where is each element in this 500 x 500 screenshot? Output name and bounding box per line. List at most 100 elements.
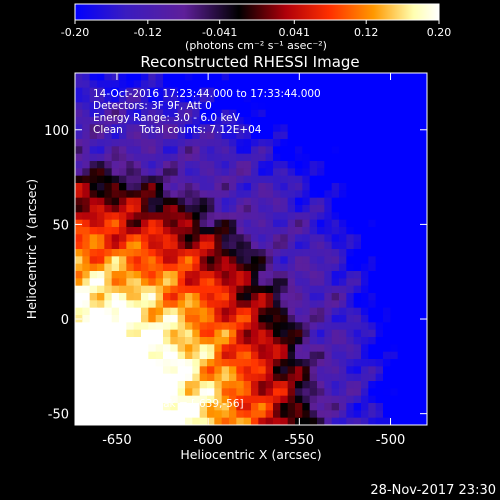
heatmap-cell xyxy=(207,403,215,411)
heatmap-cell xyxy=(163,300,171,309)
heatmap-cell xyxy=(368,153,377,162)
heatmap-cell xyxy=(163,403,171,411)
heatmap-cell xyxy=(412,388,421,397)
heatmap-cell xyxy=(243,300,252,309)
heatmap-cell xyxy=(295,205,303,213)
heatmap-cell xyxy=(346,329,355,338)
heatmap-cell xyxy=(221,263,230,272)
heatmap-cell xyxy=(287,315,296,323)
heatmap-cell xyxy=(309,175,318,184)
heatmap-cell xyxy=(251,95,259,103)
heatmap-cell xyxy=(192,285,201,294)
heatmap-cell xyxy=(368,307,377,316)
heatmap-cell xyxy=(75,124,83,133)
heatmap-cell xyxy=(243,403,252,411)
heatmap-cell xyxy=(199,395,208,404)
heatmap-cell xyxy=(148,109,157,118)
heatmap-cell xyxy=(141,337,149,345)
heatmap-cell xyxy=(104,359,113,367)
heatmap-cell xyxy=(287,212,296,221)
heatmap-cell xyxy=(141,300,149,309)
heatmap-cell xyxy=(207,373,215,382)
heatmap-cell xyxy=(148,403,157,411)
heatmap-cell xyxy=(221,131,230,140)
heatmap-cell xyxy=(214,373,223,382)
heatmap-cell xyxy=(207,381,215,389)
heatmap-cell xyxy=(331,161,340,169)
heatmap-cell xyxy=(97,366,105,375)
heatmap-cell xyxy=(383,307,391,316)
heatmap-cell xyxy=(133,205,142,213)
heatmap-cell xyxy=(280,205,289,213)
heatmap-cell xyxy=(97,175,105,184)
heatmap-cell xyxy=(155,307,164,316)
heatmap-cell xyxy=(229,161,237,169)
heatmap-cell xyxy=(309,329,318,338)
x-tick-label: -650 xyxy=(102,433,132,448)
heatmap-cell xyxy=(273,395,281,404)
heatmap-cell xyxy=(177,87,186,96)
heatmap-cell xyxy=(104,315,113,323)
heatmap-cell xyxy=(243,205,252,213)
heatmap-cell xyxy=(295,329,303,338)
heatmap-cell xyxy=(221,205,230,213)
heatmap-cell xyxy=(170,131,179,140)
heatmap-cell xyxy=(353,249,362,257)
heatmap-cell xyxy=(412,285,421,294)
heatmap-cell xyxy=(324,87,333,96)
heatmap-cell xyxy=(302,256,311,265)
heatmap-cell xyxy=(419,146,427,155)
heatmap-cell xyxy=(148,73,157,81)
heatmap-cell xyxy=(273,285,281,294)
heatmap-cell xyxy=(89,263,98,272)
heatmap-cell xyxy=(214,359,223,367)
heatmap-cell xyxy=(243,219,252,228)
heatmap-cell xyxy=(361,102,369,111)
heatmap-cell xyxy=(141,212,149,221)
heatmap-cell xyxy=(287,381,296,389)
heatmap-cell xyxy=(75,381,83,389)
heatmap-cell xyxy=(361,263,369,272)
heatmap-cell xyxy=(287,337,296,345)
heatmap-cell xyxy=(185,366,193,375)
heatmap-cell xyxy=(339,300,347,309)
heatmap-cell xyxy=(185,234,193,243)
heatmap-cell xyxy=(309,124,318,133)
heatmap-cell xyxy=(170,329,179,338)
heatmap-cell xyxy=(258,322,267,331)
heatmap-cell xyxy=(397,139,406,147)
heatmap-cell xyxy=(133,293,142,301)
heatmap-cell xyxy=(361,359,369,367)
heatmap-cell xyxy=(185,102,193,111)
heatmap-cell xyxy=(185,117,193,125)
heatmap-cell xyxy=(405,403,413,411)
heatmap-cell xyxy=(75,139,83,147)
heatmap-cell xyxy=(258,395,267,404)
heatmap-cell xyxy=(243,197,252,206)
heatmap-cell xyxy=(163,183,171,191)
heatmap-cell xyxy=(236,73,245,81)
heatmap-cell xyxy=(133,102,142,111)
heatmap-cell xyxy=(368,256,377,265)
heatmap-cell xyxy=(199,102,208,111)
heatmap-cell xyxy=(309,139,318,147)
heatmap-cell xyxy=(361,124,369,133)
heatmap-cell xyxy=(177,271,186,279)
heatmap-cell xyxy=(324,227,333,235)
heatmap-cell xyxy=(104,256,113,265)
heatmap-cell xyxy=(199,80,208,89)
heatmap-cell xyxy=(331,344,340,353)
heatmap-cell xyxy=(397,285,406,294)
heatmap-cell xyxy=(141,139,149,147)
heatmap-cell xyxy=(155,227,164,235)
heatmap-cell xyxy=(280,293,289,301)
heatmap-cell xyxy=(148,417,157,425)
heatmap-cell xyxy=(104,102,113,111)
heatmap-cell xyxy=(309,300,318,309)
heatmap-cell xyxy=(148,388,157,397)
heatmap-cell xyxy=(236,190,245,199)
colorbar-tick-label: 0.12 xyxy=(354,26,379,39)
colorbar-tick-label: -0.12 xyxy=(134,26,162,39)
heatmap-cell xyxy=(141,234,149,243)
heatmap-cell xyxy=(236,366,245,375)
